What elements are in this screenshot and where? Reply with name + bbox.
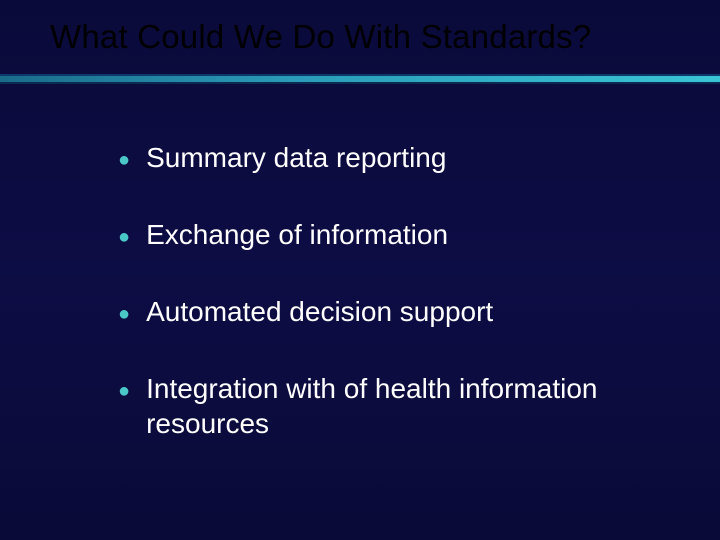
bullet-text: Summary data reporting (146, 140, 658, 175)
slide-title: What Could We Do With Standards? (0, 0, 720, 56)
bullet-icon: ● (118, 148, 130, 173)
title-underline-bot (0, 82, 720, 84)
list-item: ● Automated decision support (118, 294, 658, 329)
bullet-text: Integration with of health information r… (146, 371, 658, 441)
list-item: ● Exchange of information (118, 217, 658, 252)
bullet-icon: ● (118, 302, 130, 327)
bullet-list: ● Summary data reporting ● Exchange of i… (118, 140, 658, 483)
bullet-icon: ● (118, 225, 130, 250)
slide-container: What Could We Do With Standards? ● Summa… (0, 0, 720, 540)
bullet-icon: ● (118, 379, 130, 404)
list-item: ● Integration with of health information… (118, 371, 658, 441)
list-item: ● Summary data reporting (118, 140, 658, 175)
bullet-text: Exchange of information (146, 217, 658, 252)
bullet-text: Automated decision support (146, 294, 658, 329)
